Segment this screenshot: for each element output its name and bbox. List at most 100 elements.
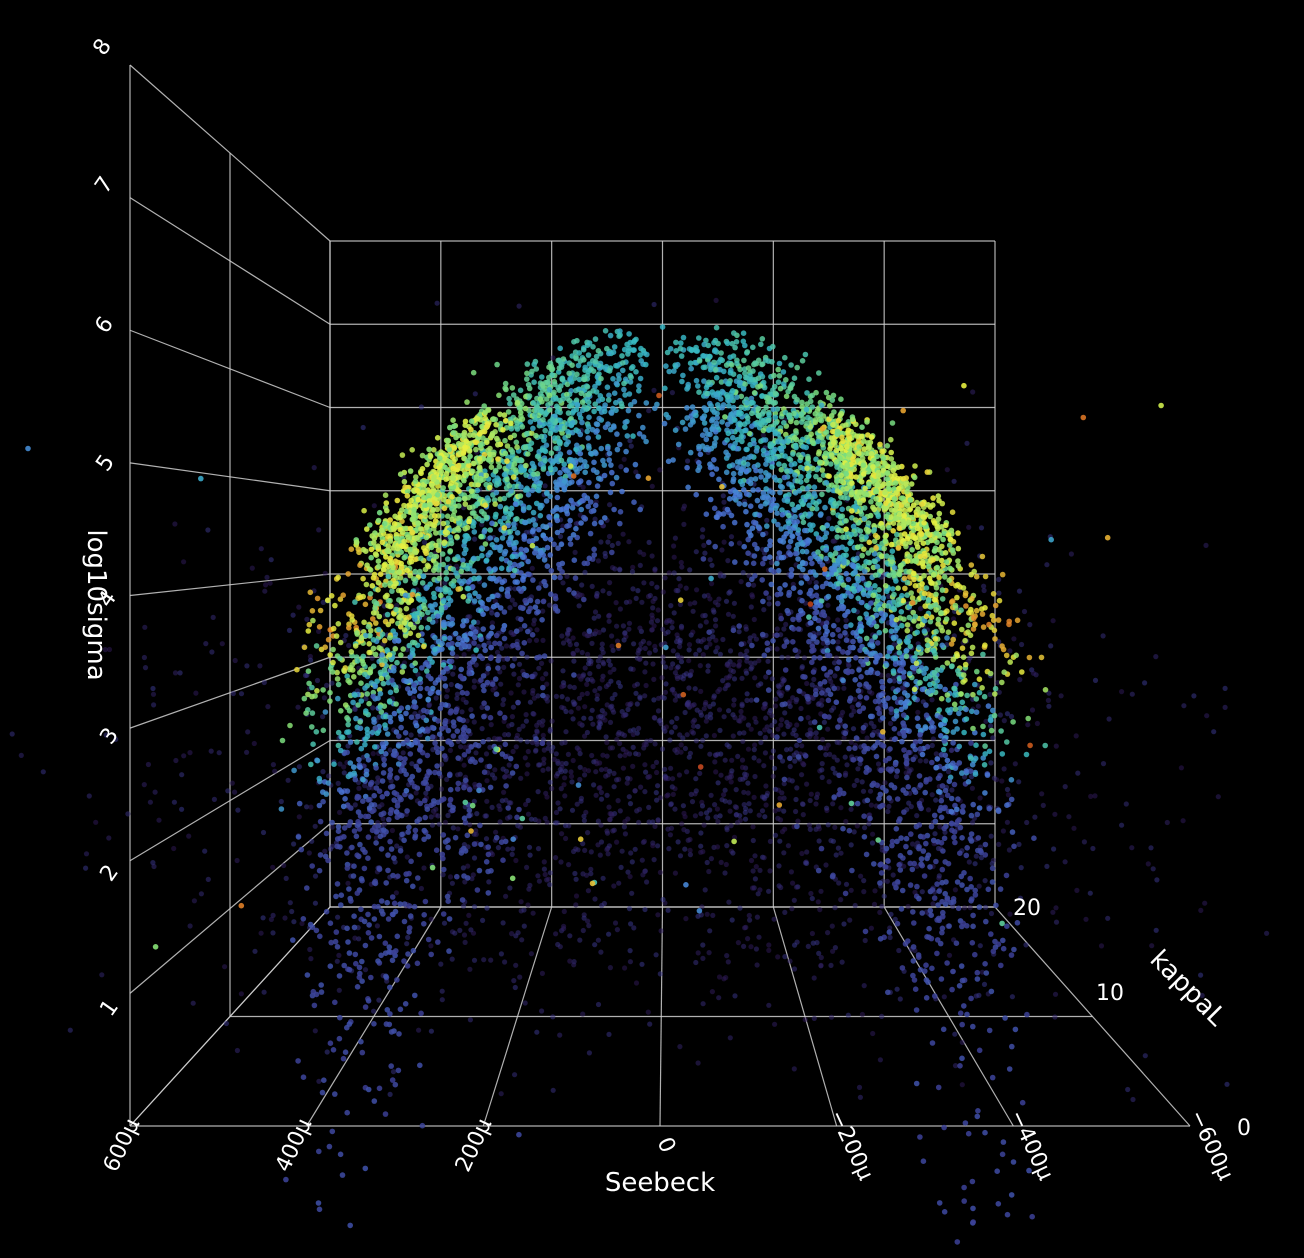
data-point — [417, 685, 424, 692]
data-point — [473, 828, 479, 834]
data-point — [539, 617, 545, 623]
data-point — [663, 776, 669, 782]
data-point — [234, 857, 240, 864]
data-point — [531, 361, 537, 368]
data-point — [468, 744, 475, 750]
data-point — [623, 448, 629, 455]
data-point — [282, 915, 288, 921]
data-point — [487, 784, 494, 791]
data-point — [767, 868, 773, 874]
data-point — [487, 527, 494, 533]
data-point — [524, 771, 530, 777]
data-point — [766, 1002, 772, 1008]
data-point — [278, 798, 284, 805]
data-point — [521, 689, 527, 695]
data-point — [739, 701, 745, 707]
data-point — [586, 340, 593, 346]
data-point — [787, 958, 793, 964]
data-point — [1053, 919, 1060, 925]
data-point — [744, 691, 750, 697]
data-point — [507, 885, 513, 891]
data-point — [394, 659, 400, 666]
data-point — [329, 1128, 336, 1135]
data-point — [515, 644, 521, 651]
data-point — [335, 780, 341, 787]
data-point — [830, 948, 836, 954]
data-point — [1046, 703, 1052, 709]
data-point — [357, 562, 363, 568]
data-point — [848, 887, 854, 893]
data-point — [385, 916, 392, 922]
data-point — [466, 912, 472, 919]
data-point — [746, 801, 752, 807]
data-point — [668, 765, 674, 771]
data-point — [518, 467, 524, 474]
data-point — [773, 696, 779, 702]
data-point — [381, 827, 387, 833]
data-point — [547, 465, 554, 471]
data-point — [602, 711, 608, 717]
data-point — [464, 875, 471, 881]
data-point — [326, 1143, 333, 1150]
data-point — [732, 804, 739, 810]
data-point — [509, 770, 516, 776]
data-point — [508, 690, 514, 696]
data-point — [630, 586, 636, 592]
data-point — [349, 667, 356, 673]
data-point — [518, 484, 524, 490]
data-point — [740, 738, 746, 744]
data-point — [471, 678, 477, 684]
data-point — [449, 640, 455, 647]
data-point — [1222, 685, 1228, 692]
data-point — [524, 654, 530, 660]
data-point — [544, 681, 550, 687]
data-point — [857, 1094, 864, 1100]
data-point — [757, 730, 763, 736]
data-point — [633, 595, 639, 602]
data-point — [752, 773, 758, 780]
data-point — [695, 638, 701, 644]
data-point — [601, 472, 608, 479]
data-point — [788, 746, 794, 752]
data-point — [806, 822, 813, 828]
data-point — [636, 412, 642, 419]
data-point — [307, 589, 314, 596]
data-point — [642, 762, 648, 768]
data-point — [454, 786, 461, 792]
data-point — [322, 709, 329, 715]
data-point — [523, 472, 529, 478]
data-point — [969, 785, 976, 791]
data-point — [454, 654, 460, 660]
data-point — [597, 721, 604, 727]
data-point — [373, 620, 379, 626]
data-point — [338, 892, 345, 898]
data-point — [408, 732, 414, 738]
data-point — [697, 709, 704, 716]
data-point — [641, 741, 647, 748]
data-point — [1125, 1086, 1131, 1093]
data-point — [1051, 846, 1057, 852]
data-point — [493, 511, 499, 518]
data-point — [317, 852, 324, 858]
data-point — [722, 870, 728, 876]
data-point — [396, 1031, 402, 1037]
data-point — [419, 637, 425, 644]
data-point — [513, 539, 519, 546]
data-point — [678, 659, 685, 665]
data-point — [461, 738, 467, 744]
data-point — [542, 582, 549, 589]
data-point — [327, 1040, 334, 1046]
data-point — [793, 884, 800, 890]
data-point — [637, 625, 643, 631]
data-point — [970, 389, 976, 395]
data-point — [329, 819, 335, 826]
data-point — [362, 849, 368, 855]
data-point — [868, 802, 875, 808]
data-point — [852, 696, 858, 702]
data-point — [627, 874, 633, 880]
data-point — [652, 823, 658, 830]
data-point — [550, 1087, 556, 1093]
data-point — [219, 641, 225, 647]
data-point — [901, 863, 907, 869]
